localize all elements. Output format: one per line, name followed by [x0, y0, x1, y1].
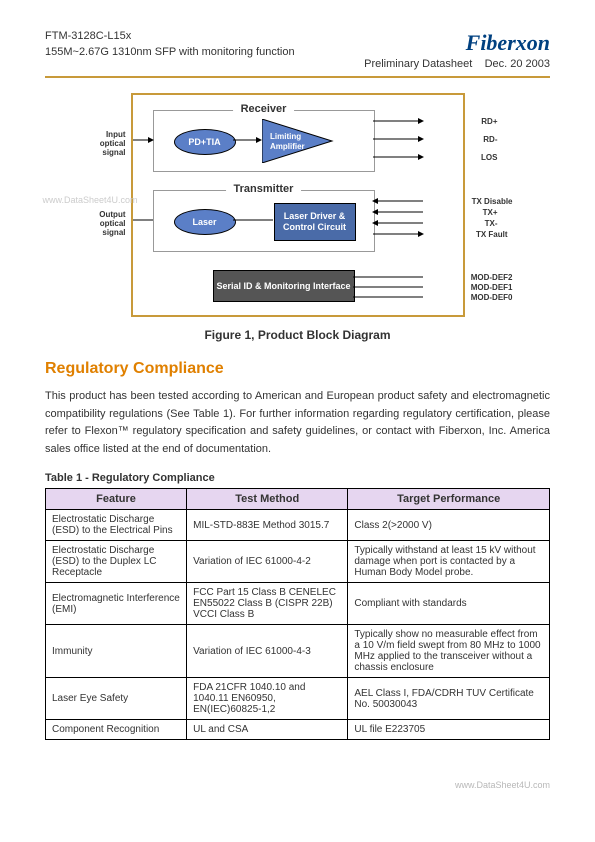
table-cell: FDA 21CFR 1040.10 and 1040.11 EN60950, E… [187, 678, 348, 720]
table-cell: Class 2(>2000 V) [348, 510, 550, 541]
table-cell: FCC Part 15 Class B CENELEC EN55022 Clas… [187, 583, 348, 625]
receiver-block: Receiver PD+TIA Limiting Amplifier [153, 110, 375, 172]
pin-tx-plus: TX+ [483, 208, 498, 217]
pin-rd-plus: RD+ [481, 117, 497, 126]
transmitter-block: Transmitter Laser Laser Driver & Control… [153, 190, 375, 252]
table-row: Component RecognitionUL and CSAUL file E… [46, 720, 550, 740]
table-cell: Typically withstand at least 15 kV witho… [348, 541, 550, 583]
section-paragraph: This product has been tested according t… [45, 388, 550, 458]
doc-type: Preliminary Datasheet [364, 58, 472, 70]
table-cell: Laser Eye Safety [46, 678, 187, 720]
brand-logo: Fiberxon [364, 30, 550, 56]
table-row: Electrostatic Discharge (ESD) to the Ele… [46, 510, 550, 541]
table-caption: Table 1 - Regulatory Compliance [45, 472, 550, 484]
pin-mod-def1: MOD-DEF1 [471, 283, 513, 292]
table-cell: Component Recognition [46, 720, 187, 740]
table-cell: UL file E223705 [348, 720, 550, 740]
pin-tx-minus: TX- [485, 219, 498, 228]
table-cell: Immunity [46, 625, 187, 678]
svg-text:Limiting: Limiting [270, 132, 301, 141]
block-diagram: www.DataSheet4U.com Receiver PD+TIA Limi… [131, 93, 465, 317]
table-row: Electromagnetic Interference (EMI)FCC Pa… [46, 583, 550, 625]
table-cell: MIL-STD-883E Method 3015.7 [187, 510, 348, 541]
table-cell: Electromagnetic Interference (EMI) [46, 583, 187, 625]
page-footer: www.DataSheet4U.com [45, 780, 550, 790]
driver-component: Laser Driver & Control Circuit [274, 203, 356, 241]
laser-component: Laser [174, 209, 236, 235]
svg-text:Amplifier: Amplifier [270, 142, 305, 151]
watermark: www.DataSheet4U.com [43, 195, 138, 205]
th-target: Target Performance [348, 489, 550, 510]
header-divider [45, 76, 550, 78]
pin-mod-def0: MOD-DEF0 [471, 293, 513, 302]
pin-los: LOS [481, 153, 497, 162]
doc-date: Dec. 20 2003 [485, 58, 550, 70]
table-cell: AEL Class I, FDA/CDRH TUV Certificate No… [348, 678, 550, 720]
table-cell: UL and CSA [187, 720, 348, 740]
serial-interface-component: Serial ID & Monitoring Interface [213, 270, 355, 302]
block-diagram-wrap: www.DataSheet4U.com Receiver PD+TIA Limi… [45, 93, 550, 342]
limiting-amp-triangle: Limiting Amplifier [262, 119, 342, 163]
table-cell: Variation of IEC 61000-4-3 [187, 625, 348, 678]
pin-tx-fault: TX Fault [476, 230, 508, 239]
transmitter-title: Transmitter [226, 183, 302, 195]
th-feature: Feature [46, 489, 187, 510]
table-cell: Compliant with standards [348, 583, 550, 625]
table-row: ImmunityVariation of IEC 61000-4-3Typica… [46, 625, 550, 678]
pdtia-component: PD+TIA [174, 129, 236, 155]
page-header: FTM-3128C-L15x 155M~2.67G 1310nm SFP wit… [45, 30, 550, 70]
output-signal-label: Output optical signal [91, 211, 126, 237]
pin-tx-disable: TX Disable [472, 197, 513, 206]
table-header-row: Feature Test Method Target Performance [46, 489, 550, 510]
product-description: 155M~2.67G 1310nm SFP with monitoring fu… [45, 46, 295, 58]
table-cell: Variation of IEC 61000-4-2 [187, 541, 348, 583]
table-cell: Electrostatic Discharge (ESD) to the Ele… [46, 510, 187, 541]
th-method: Test Method [187, 489, 348, 510]
figure-caption: Figure 1, Product Block Diagram [45, 328, 550, 342]
receiver-title: Receiver [233, 103, 295, 115]
model-number: FTM-3128C-L15x [45, 30, 295, 42]
table-row: Electrostatic Discharge (ESD) to the Dup… [46, 541, 550, 583]
pin-mod-def2: MOD-DEF2 [471, 273, 513, 282]
pin-rd-minus: RD- [483, 135, 497, 144]
table-cell: Typically show no measurable effect from… [348, 625, 550, 678]
table-row: Laser Eye SafetyFDA 21CFR 1040.10 and 10… [46, 678, 550, 720]
section-title: Regulatory Compliance [45, 360, 550, 378]
compliance-table: Feature Test Method Target Performance E… [45, 488, 550, 740]
table-cell: Electrostatic Discharge (ESD) to the Dup… [46, 541, 187, 583]
input-signal-label: Input optical signal [91, 131, 126, 157]
